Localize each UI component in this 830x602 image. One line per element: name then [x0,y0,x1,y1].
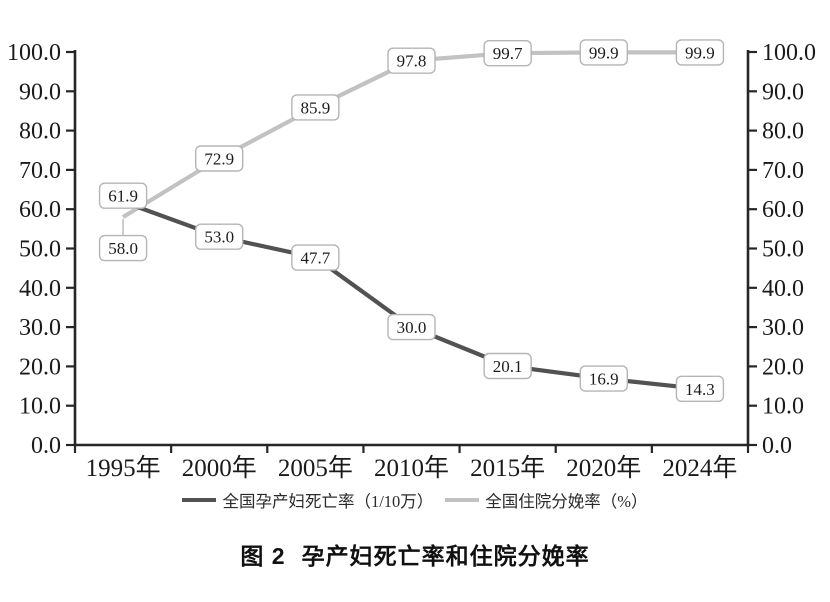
data-label-box [483,352,532,380]
x-tick-label: 2005年 [278,454,353,482]
data-label-box [483,39,532,67]
right-y-tick-label: 40.0 [762,276,804,302]
data-label-box [579,39,628,66]
legend-line-swatch-mortality [182,498,217,502]
left-y-tick-label: 20.0 [19,354,61,380]
right-y-tick-label: 0.0 [762,433,792,459]
legend-label-mortality: 全国孕产妇死亡率（1/10万） [222,492,434,511]
data-label-box [291,94,340,121]
x-tick-label: 2015年 [470,454,545,482]
right-y-tick-label: 60.0 [762,197,804,223]
data-label-value: 72.9 [204,150,234,169]
right-y-tick-label: 20.0 [762,354,804,380]
data-label-value: 30.0 [397,318,427,337]
left-y-tick-label: 70.0 [19,158,61,184]
legend-label-delivery: 全国住院分娩率（%） [485,492,648,511]
data-label-value: 97.8 [397,52,427,71]
line-chart-plot: 0.0 0.0 10.0 10.0 20.0 20.0 30.0 30.0 40.0 40.0 50… [7,39,816,482]
x-tick-label: 2020年 [566,454,641,482]
right-y-tick-label: 70.0 [762,158,804,184]
right-y-tick-label: 90.0 [762,79,804,105]
data-label-value: 47.7 [300,249,330,268]
data-label-box [195,145,244,172]
left-y-tick-label: 10.0 [19,394,61,420]
data-label-value: 14.3 [685,380,715,399]
data-label-box [98,182,148,209]
data-label-value: 61.9 [108,187,138,206]
data-label-box [291,244,340,271]
legend-item-delivery: 全国住院分娩率（%） [445,488,648,512]
data-label-value: 85.9 [300,98,330,117]
figure-caption-title: 孕产妇死亡率和住院分娩率 [301,543,590,569]
left-y-tick-label: 60.0 [19,197,61,223]
figure-caption-number: 图 2 [240,543,286,569]
figure-caption: 图 2 孕产妇死亡率和住院分娩率 [0,537,830,571]
data-label-value: 99.7 [493,44,523,63]
right-y-tick-label: 30.0 [762,315,804,341]
legend-item-mortality: 全国孕产妇死亡率（1/10万） [182,488,433,512]
left-y-tick-label: 80.0 [19,119,61,145]
legend-line-swatch-delivery [445,498,480,502]
data-label-box [675,375,725,403]
data-label-box [387,313,436,341]
x-tick-label: 2024年 [662,454,737,482]
data-label-value: 53.0 [204,228,234,247]
right-y-tick-label: 100.0 [762,40,816,66]
data-label-value: 99.9 [589,43,619,62]
x-tick-label: 1995年 [86,454,161,482]
data-label-value: 16.9 [589,370,619,389]
delivery-line [121,50,700,219]
data-label-box [387,47,436,74]
data-label-value: 99.9 [685,43,715,62]
right-y-tick-label: 10.0 [762,394,804,420]
x-tick-label: 2000年 [182,454,257,482]
data-label-box [579,365,628,392]
left-y-tick-label: 0.0 [31,433,61,459]
data-label-box [675,39,725,66]
data-label-box [98,234,148,262]
data-label-value: 20.1 [493,357,523,376]
left-y-tick-label: 100.0 [7,40,61,66]
right-y-tick-label: 50.0 [762,237,804,263]
data-label-box [195,223,244,250]
right-y-tick-label: 80.0 [762,119,804,145]
left-y-tick-label: 90.0 [19,79,61,105]
x-tick-label: 2010年 [374,454,449,482]
left-y-tick-label: 50.0 [19,237,61,263]
chart-legend: 全国孕产妇死亡率（1/10万） 全国住院分娩率（%） [0,488,830,512]
left-y-tick-label: 30.0 [19,315,61,341]
data-label-value: 58.0 [108,239,138,258]
left-y-tick-label: 40.0 [19,276,61,302]
